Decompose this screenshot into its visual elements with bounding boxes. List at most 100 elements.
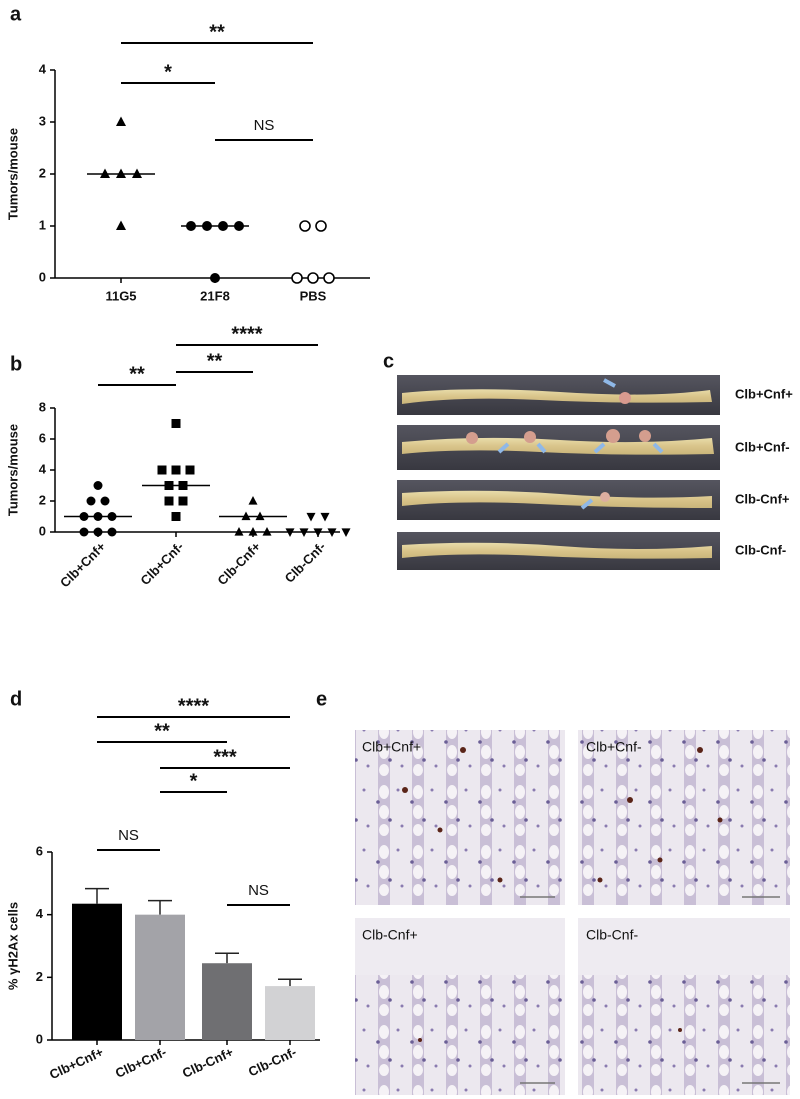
colon-photos <box>397 375 720 570</box>
x-tick-label: Clb-Cnf- <box>246 1044 299 1079</box>
point <box>299 528 309 537</box>
y-tick-label: 1 <box>39 217 46 232</box>
point <box>248 527 258 536</box>
y-tick-label: 0 <box>39 523 46 538</box>
scale-bars <box>520 896 780 1084</box>
y-tick-label: 2 <box>36 969 43 984</box>
y-tick-label: 6 <box>36 843 43 858</box>
panel-label: d <box>10 688 22 710</box>
colon <box>402 389 712 404</box>
point <box>178 496 188 506</box>
photo-label: Clb-Cnf+ <box>735 491 790 506</box>
point <box>323 272 335 284</box>
point <box>116 220 126 230</box>
point <box>86 496 96 506</box>
x-tick-label: Clb-Cnf- <box>282 539 329 586</box>
comparison-label: ** <box>154 720 170 742</box>
x-tick-label: Clb+Cnf+ <box>57 539 109 591</box>
colon <box>402 437 714 455</box>
point <box>185 465 195 475</box>
comparison-label: NS <box>254 117 275 134</box>
y-tick-label: 6 <box>39 430 46 445</box>
tumor <box>606 429 620 443</box>
photo-label: Clb-Cnf- <box>735 542 786 557</box>
comparison-label: * <box>164 61 172 83</box>
comparison-label: NS <box>248 882 269 899</box>
x-tick-label: Clb+Cnf- <box>113 1044 169 1081</box>
point <box>234 527 244 536</box>
point <box>327 528 337 537</box>
y-axis-label: % γH2Ax cells <box>5 902 20 990</box>
point <box>93 481 103 490</box>
comparison-label: * <box>190 770 198 792</box>
micrograph <box>355 730 565 905</box>
point <box>299 220 311 232</box>
micrograph <box>355 975 565 1095</box>
y-tick-label: 2 <box>39 165 46 180</box>
bar <box>265 986 315 1040</box>
point <box>171 512 181 521</box>
y-tick-label: 2 <box>39 492 46 507</box>
panel-label: a <box>10 3 22 25</box>
micrograph-label: Clb+Cnf- <box>586 739 642 755</box>
tumor <box>600 492 610 502</box>
point <box>93 527 103 537</box>
y-axis-label: Tumors/mouse <box>5 424 20 516</box>
point <box>116 116 126 126</box>
colon <box>402 542 712 559</box>
bar <box>202 963 252 1040</box>
micrograph-label: Clb+Cnf+ <box>362 739 421 755</box>
x-tick-label: Clb+Cnf- <box>137 539 186 588</box>
point <box>291 272 303 284</box>
point <box>157 465 167 475</box>
y-axis-label: Tumors/mouse <box>5 128 20 220</box>
x-tick-label: 21F8 <box>200 288 230 303</box>
micrographs <box>355 730 790 1095</box>
panel-label: c <box>383 350 394 372</box>
point <box>107 527 117 537</box>
point <box>313 528 323 537</box>
comparison-label: **** <box>231 323 262 345</box>
point <box>248 496 258 505</box>
bar <box>135 914 185 1040</box>
point <box>320 512 330 522</box>
photo-label: Clb+Cnf+ <box>735 386 793 401</box>
bar <box>72 903 122 1040</box>
point <box>210 273 220 283</box>
panel-label: e <box>316 688 327 710</box>
y-tick-label: 4 <box>36 906 44 921</box>
point <box>171 465 181 475</box>
point <box>171 419 181 428</box>
comparison-label: NS <box>118 827 139 844</box>
micrograph <box>578 730 790 905</box>
tumor <box>639 430 651 442</box>
y-tick-label: 3 <box>39 113 46 128</box>
point <box>100 496 110 506</box>
comparison-label: *** <box>213 746 237 768</box>
arrows <box>497 378 664 510</box>
tumor <box>466 432 478 444</box>
micrograph-label: Clb-Cnf- <box>586 927 638 943</box>
point <box>79 527 89 537</box>
comparison-label: ** <box>207 350 223 372</box>
y-tick-label: 4 <box>39 61 47 76</box>
comparison-label: ** <box>129 363 145 385</box>
colon <box>402 490 712 508</box>
panel-label: b <box>10 353 22 375</box>
tumor <box>619 392 631 404</box>
comparison-label: ** <box>209 21 225 43</box>
photo-label: Clb+Cnf- <box>735 439 790 454</box>
x-tick-label: 11G5 <box>105 288 136 303</box>
x-tick-label: Clb-Cnf+ <box>180 1044 236 1081</box>
x-tick-label: PBS <box>300 288 327 303</box>
point <box>307 272 319 284</box>
point <box>315 220 327 232</box>
y-tick-label: 8 <box>39 399 46 414</box>
micrograph <box>578 975 790 1095</box>
point <box>285 528 295 537</box>
y-tick-label: 0 <box>36 1031 43 1046</box>
y-tick-label: 0 <box>39 269 46 284</box>
tumor <box>524 431 536 443</box>
